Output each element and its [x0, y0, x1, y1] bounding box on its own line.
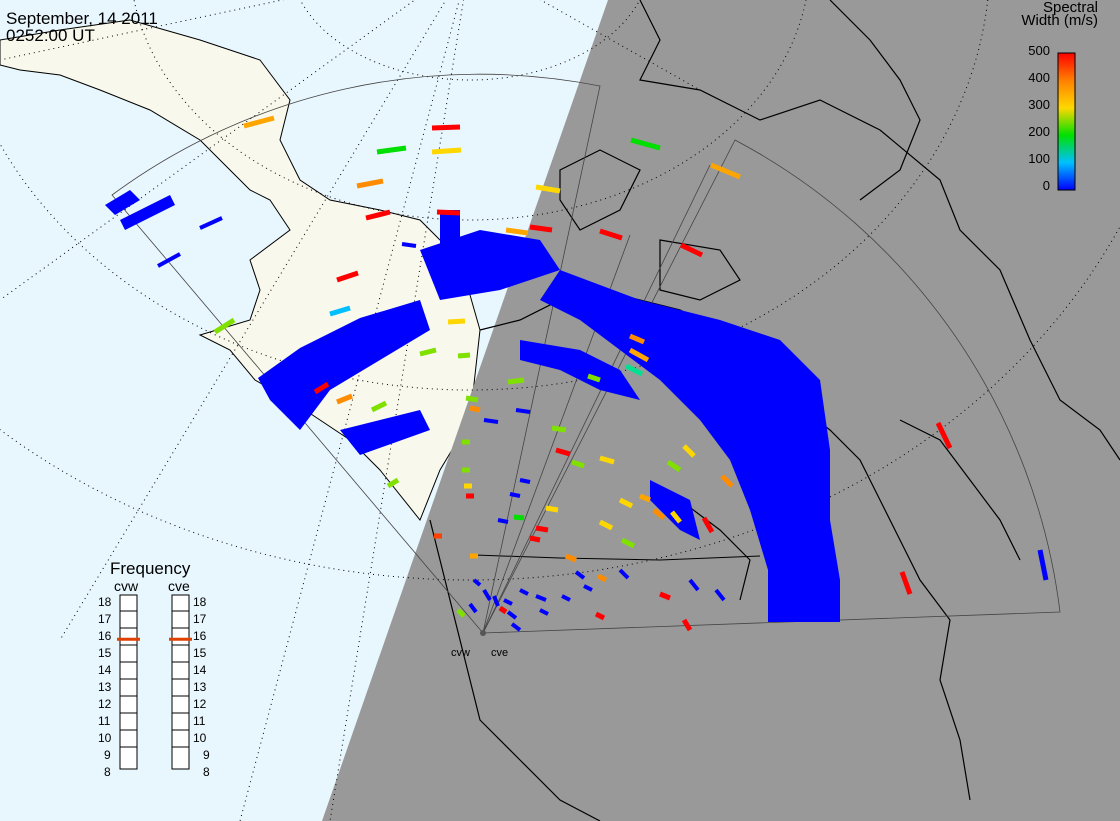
colorbar-tick: 0 — [1042, 178, 1050, 193]
freq-tick-left: 17 — [98, 612, 112, 626]
freq-tick-left: 13 — [98, 680, 112, 694]
colorbar-tick: 400 — [1028, 70, 1050, 85]
colorbar-tick: 500 — [1028, 43, 1050, 58]
time-label: 0252:00 UT — [6, 26, 95, 45]
freq-tick-left: 14 — [98, 663, 112, 677]
scatter-band-east — [520, 270, 840, 622]
freq-tick-right: 16 — [193, 629, 207, 643]
freq-tick-right: 14 — [193, 663, 207, 677]
freq-tick-right: 15 — [193, 646, 207, 660]
site-label-cvw: cvw — [451, 647, 470, 659]
freq-tick-right: 10 — [193, 731, 207, 745]
colorbar — [1057, 52, 1076, 191]
site-label-cve: cve — [491, 647, 509, 659]
colorbar-tick: 200 — [1028, 124, 1050, 139]
colorbar-unit-title: Width (m/s) — [1021, 12, 1098, 29]
freq-tick-right: 17 — [193, 612, 207, 626]
scatter-band-west — [105, 190, 560, 455]
freq-tick-right: 12 — [193, 697, 207, 711]
freq-tick-left: 15 — [98, 646, 112, 660]
freq-tick-left: 16 — [98, 629, 112, 643]
radar-site-marker — [480, 630, 486, 636]
freq-tick-left: 9 — [104, 748, 111, 762]
freq-tick-right: 9 — [203, 748, 210, 762]
freq-tick-left: 18 — [98, 595, 112, 609]
frequency-title: Frequency — [110, 559, 191, 578]
date-label: September, 14 2011 — [6, 9, 158, 28]
freq-tick-left: 8 — [104, 765, 111, 779]
colorbar-tick: 100 — [1028, 151, 1050, 166]
freq-tick-left: 10 — [98, 731, 112, 745]
freq-tick-right: 13 — [193, 680, 207, 694]
near-range-gates — [157, 216, 726, 632]
border-line — [474, 554, 761, 561]
freq-tick-right: 18 — [193, 595, 207, 609]
colorbar-title: Spectral — [1042, 0, 1098, 16]
day-land-alaska — [0, 19, 481, 521]
freq-tick-left: 12 — [98, 697, 112, 711]
radar-name-cvw: cvw — [114, 578, 139, 594]
radar-name-cve: cve — [168, 578, 190, 594]
freq-tick-right: 11 — [193, 714, 206, 728]
freq-tick-left: 11 — [98, 714, 111, 728]
colorbar-tick: 300 — [1028, 97, 1050, 112]
frequency-scale-ticks — [120, 610, 189, 748]
freq-tick-right: 8 — [203, 765, 210, 779]
scatter-gates-colored — [213, 115, 1049, 632]
